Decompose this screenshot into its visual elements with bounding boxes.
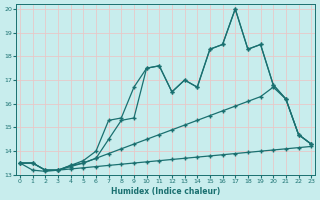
X-axis label: Humidex (Indice chaleur): Humidex (Indice chaleur) bbox=[111, 187, 220, 196]
